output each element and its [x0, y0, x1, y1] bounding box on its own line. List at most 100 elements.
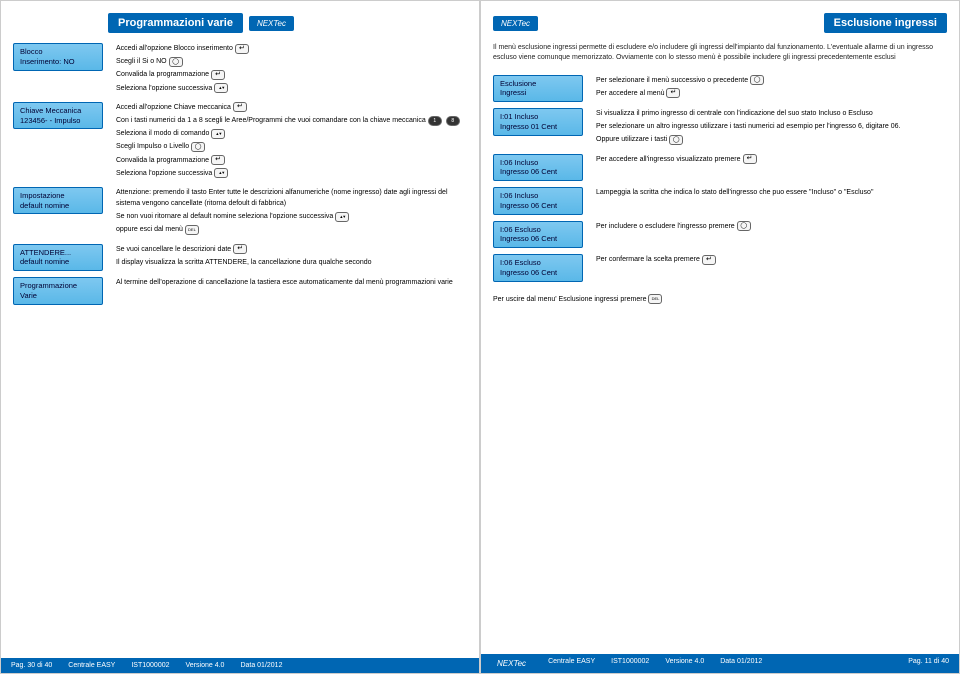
display-line: Blocco	[20, 47, 96, 57]
section-attendere: ATTENDERE... default nomine Se vuoi canc…	[13, 244, 467, 272]
arrows-icon	[335, 212, 349, 222]
instr-text: Per accedere al menù	[596, 88, 664, 99]
display-esclusione: Esclusione Ingressi	[493, 75, 583, 103]
instruction: Per accedere all'ingresso visualizzato p…	[596, 154, 947, 165]
display-i06-escluso: I:06 Escluso Ingresso 06 Cent	[493, 221, 583, 249]
instruction: Con i tasti numerici da 1 a 8 scegli le …	[116, 115, 467, 126]
footer-ver: Versione 4.0	[186, 662, 225, 669]
instruction: Scegli il Si o NO	[116, 56, 467, 67]
instruction: Per includere o escludere l'ingresso pre…	[596, 221, 947, 232]
circle-icon	[191, 142, 205, 152]
header-bar: NEXTec Esclusione ingressi	[493, 13, 947, 33]
display-line: I:06 Incluso	[500, 158, 576, 168]
instruction: Convalida la programmazione	[116, 69, 467, 80]
instr-text: Per accedere all'ingresso visualizzato p…	[596, 154, 741, 165]
arrows-icon	[214, 83, 228, 93]
display-line: Impostazione	[20, 191, 96, 201]
enter-icon	[702, 255, 716, 265]
circle-icon	[169, 57, 183, 67]
instr-text: Si visualizza il primo ingresso di centr…	[596, 108, 873, 119]
display-programmazione: Programmazione Varie	[13, 277, 103, 305]
footer-date: Data 01/2012	[240, 662, 282, 669]
left-page: Programmazioni varie NEXTec Blocco Inser…	[0, 0, 480, 674]
enter-icon	[235, 44, 249, 54]
header-title: Esclusione ingressi	[824, 13, 947, 33]
instr-text: Convalida la programmazione	[116, 69, 209, 80]
instruction: Al termine dell'operazione di cancellazi…	[116, 277, 467, 288]
section-chiave: Chiave Meccanica 123456- - Impulso Acced…	[13, 102, 467, 181]
section-i01: I:01 Incluso Ingresso 01 Cent Si visuali…	[493, 108, 947, 148]
footer-ver: Versione 4.0	[665, 658, 704, 669]
exit-instruction: Per uscire dal menu' Esclusione ingressi…	[493, 294, 947, 305]
section-impostazione: Impostazione default nomine Attenzione: …	[13, 187, 467, 238]
instruction: Per selezionare il menù successivo o pre…	[596, 75, 947, 86]
section-i06-2: I:06 Incluso Ingresso 06 Cent Lampeggia …	[493, 187, 947, 215]
display-line: Ingresso 06 Cent	[500, 167, 576, 177]
display-line: I:06 Escluso	[500, 258, 576, 268]
instr-text: oppure esci dal menù	[116, 224, 183, 235]
instr-text: Per confermare la scelta premere	[596, 254, 700, 265]
instruction: Oppure utilizzare i tasti	[596, 134, 947, 145]
display-line: Varie	[20, 291, 96, 301]
display-line: Ingressi	[500, 88, 576, 98]
instr-text: Se non vuoi ritornare al default nomine …	[116, 211, 333, 222]
display-impostazione: Impostazione default nomine	[13, 187, 103, 215]
footer-ist: IST1000002	[611, 658, 649, 669]
display-line: Programmazione	[20, 281, 96, 291]
instr-text: Per selezionare il menù successivo o pre…	[596, 75, 748, 86]
instr-text: Scegli Impulso o Livello	[116, 141, 189, 152]
enter-icon	[743, 154, 757, 164]
display-line: 123456- - Impulso	[20, 116, 96, 126]
circle-icon	[669, 135, 683, 145]
instruction: Lampeggia la scritta che indica lo stato…	[596, 187, 947, 198]
footer-date: Data 01/2012	[720, 658, 762, 669]
footer-pg: Pag. 30 di 40	[11, 662, 52, 669]
display-i01: I:01 Incluso Ingresso 01 Cent	[493, 108, 583, 136]
enter-icon	[233, 244, 247, 254]
instr-text: Seleziona l'opzione successiva	[116, 83, 212, 94]
instr-text: Accedi all'opzione Chiave meccanica	[116, 102, 231, 113]
display-line: Ingresso 06 Cent	[500, 268, 576, 278]
instruction: Accedi all'opzione Blocco inserimento	[116, 43, 467, 54]
footer-model: Centrale EASY	[548, 658, 595, 669]
instr-text: Accedi all'opzione Blocco inserimento	[116, 43, 233, 54]
footer-model: Centrale EASY	[68, 662, 115, 669]
header-bar: Programmazioni varie NEXTec	[13, 13, 467, 33]
instruction: Si visualizza il primo ingresso di centr…	[596, 108, 947, 119]
section-i06-4: I:06 Escluso Ingresso 06 Cent Per confer…	[493, 254, 947, 282]
intro-text: Il menù esclusione ingressi permette di …	[493, 43, 947, 63]
instruction: Accedi all'opzione Chiave meccanica	[116, 102, 467, 113]
footer-ist: IST1000002	[131, 662, 169, 669]
display-line: default nomine	[20, 257, 96, 267]
display-line: ATTENDERE...	[20, 248, 96, 258]
instr-text: Per includere o escludere l'ingresso pre…	[596, 221, 735, 232]
display-line: Ingresso 06 Cent	[500, 234, 576, 244]
display-i06-escluso: I:06 Escluso Ingresso 06 Cent	[493, 254, 583, 282]
instruction: Il display visualizza la scritta ATTENDE…	[116, 257, 467, 268]
footer-pg: Pag. 11 di 40	[908, 658, 949, 669]
instruction: Seleziona il modo di comando	[116, 128, 467, 139]
display-line: Ingresso 01 Cent	[500, 122, 576, 132]
logo: NEXTec	[249, 16, 294, 31]
del-icon	[185, 225, 199, 235]
display-chiave: Chiave Meccanica 123456- - Impulso	[13, 102, 103, 130]
footer-right: NEXTec Centrale EASY IST1000002 Versione…	[481, 654, 959, 673]
instr-text: Scegli il Si o NO	[116, 56, 167, 67]
display-line: I:01 Incluso	[500, 112, 576, 122]
enter-icon	[211, 155, 225, 165]
instruction: Se non vuoi ritornare al default nomine …	[116, 211, 467, 222]
del-icon	[648, 294, 662, 304]
section-esclusione: Esclusione Ingressi Per selezionare il m…	[493, 75, 947, 103]
section-blocco: Blocco Inserimento: NO Accedi all'opzion…	[13, 43, 467, 96]
instruction: Attenzione: premendo il tasto Enter tutt…	[116, 187, 467, 209]
instruction: Seleziona l'opzione successiva	[116, 168, 467, 179]
logo: NEXTec	[493, 16, 538, 31]
display-i06: I:06 Incluso Ingresso 06 Cent	[493, 154, 583, 182]
instr-text: Seleziona il modo di comando	[116, 128, 209, 139]
header-title: Programmazioni varie	[108, 13, 243, 33]
enter-icon	[211, 70, 225, 80]
section-programmazione: Programmazione Varie Al termine dell'ope…	[13, 277, 467, 305]
instr-text: Il display visualizza la scritta ATTENDE…	[116, 257, 372, 268]
instruction: Scegli Impulso o Livello	[116, 141, 467, 152]
enter-icon	[666, 88, 680, 98]
